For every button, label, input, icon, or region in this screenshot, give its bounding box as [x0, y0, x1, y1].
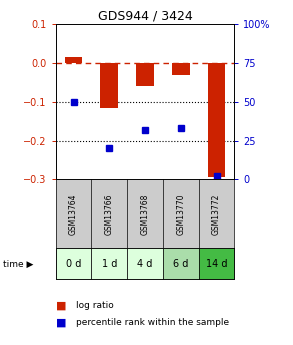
- Text: ■: ■: [56, 318, 66, 327]
- Bar: [163, 248, 199, 279]
- Text: 14 d: 14 d: [206, 259, 227, 269]
- Text: percentile rank within the sample: percentile rank within the sample: [76, 318, 229, 327]
- Bar: [136, 63, 154, 86]
- Text: 1 d: 1 d: [102, 259, 117, 269]
- Title: GDS944 / 3424: GDS944 / 3424: [98, 10, 193, 23]
- Bar: [65, 57, 83, 63]
- Text: 6 d: 6 d: [173, 259, 188, 269]
- Text: time ▶: time ▶: [3, 259, 33, 268]
- Text: GSM13764: GSM13764: [69, 193, 78, 235]
- Text: GSM13770: GSM13770: [176, 193, 185, 235]
- Bar: [127, 248, 163, 279]
- Text: ■: ■: [56, 300, 66, 310]
- Bar: [56, 248, 91, 279]
- Bar: [208, 63, 226, 177]
- Bar: [100, 63, 118, 108]
- Text: 4 d: 4 d: [137, 259, 153, 269]
- Bar: [199, 248, 234, 279]
- Bar: [172, 63, 190, 75]
- Bar: [91, 248, 127, 279]
- Text: GSM13768: GSM13768: [141, 193, 149, 235]
- Text: GSM13772: GSM13772: [212, 193, 221, 235]
- Text: 0 d: 0 d: [66, 259, 81, 269]
- Text: log ratio: log ratio: [76, 301, 114, 310]
- Text: GSM13766: GSM13766: [105, 193, 114, 235]
